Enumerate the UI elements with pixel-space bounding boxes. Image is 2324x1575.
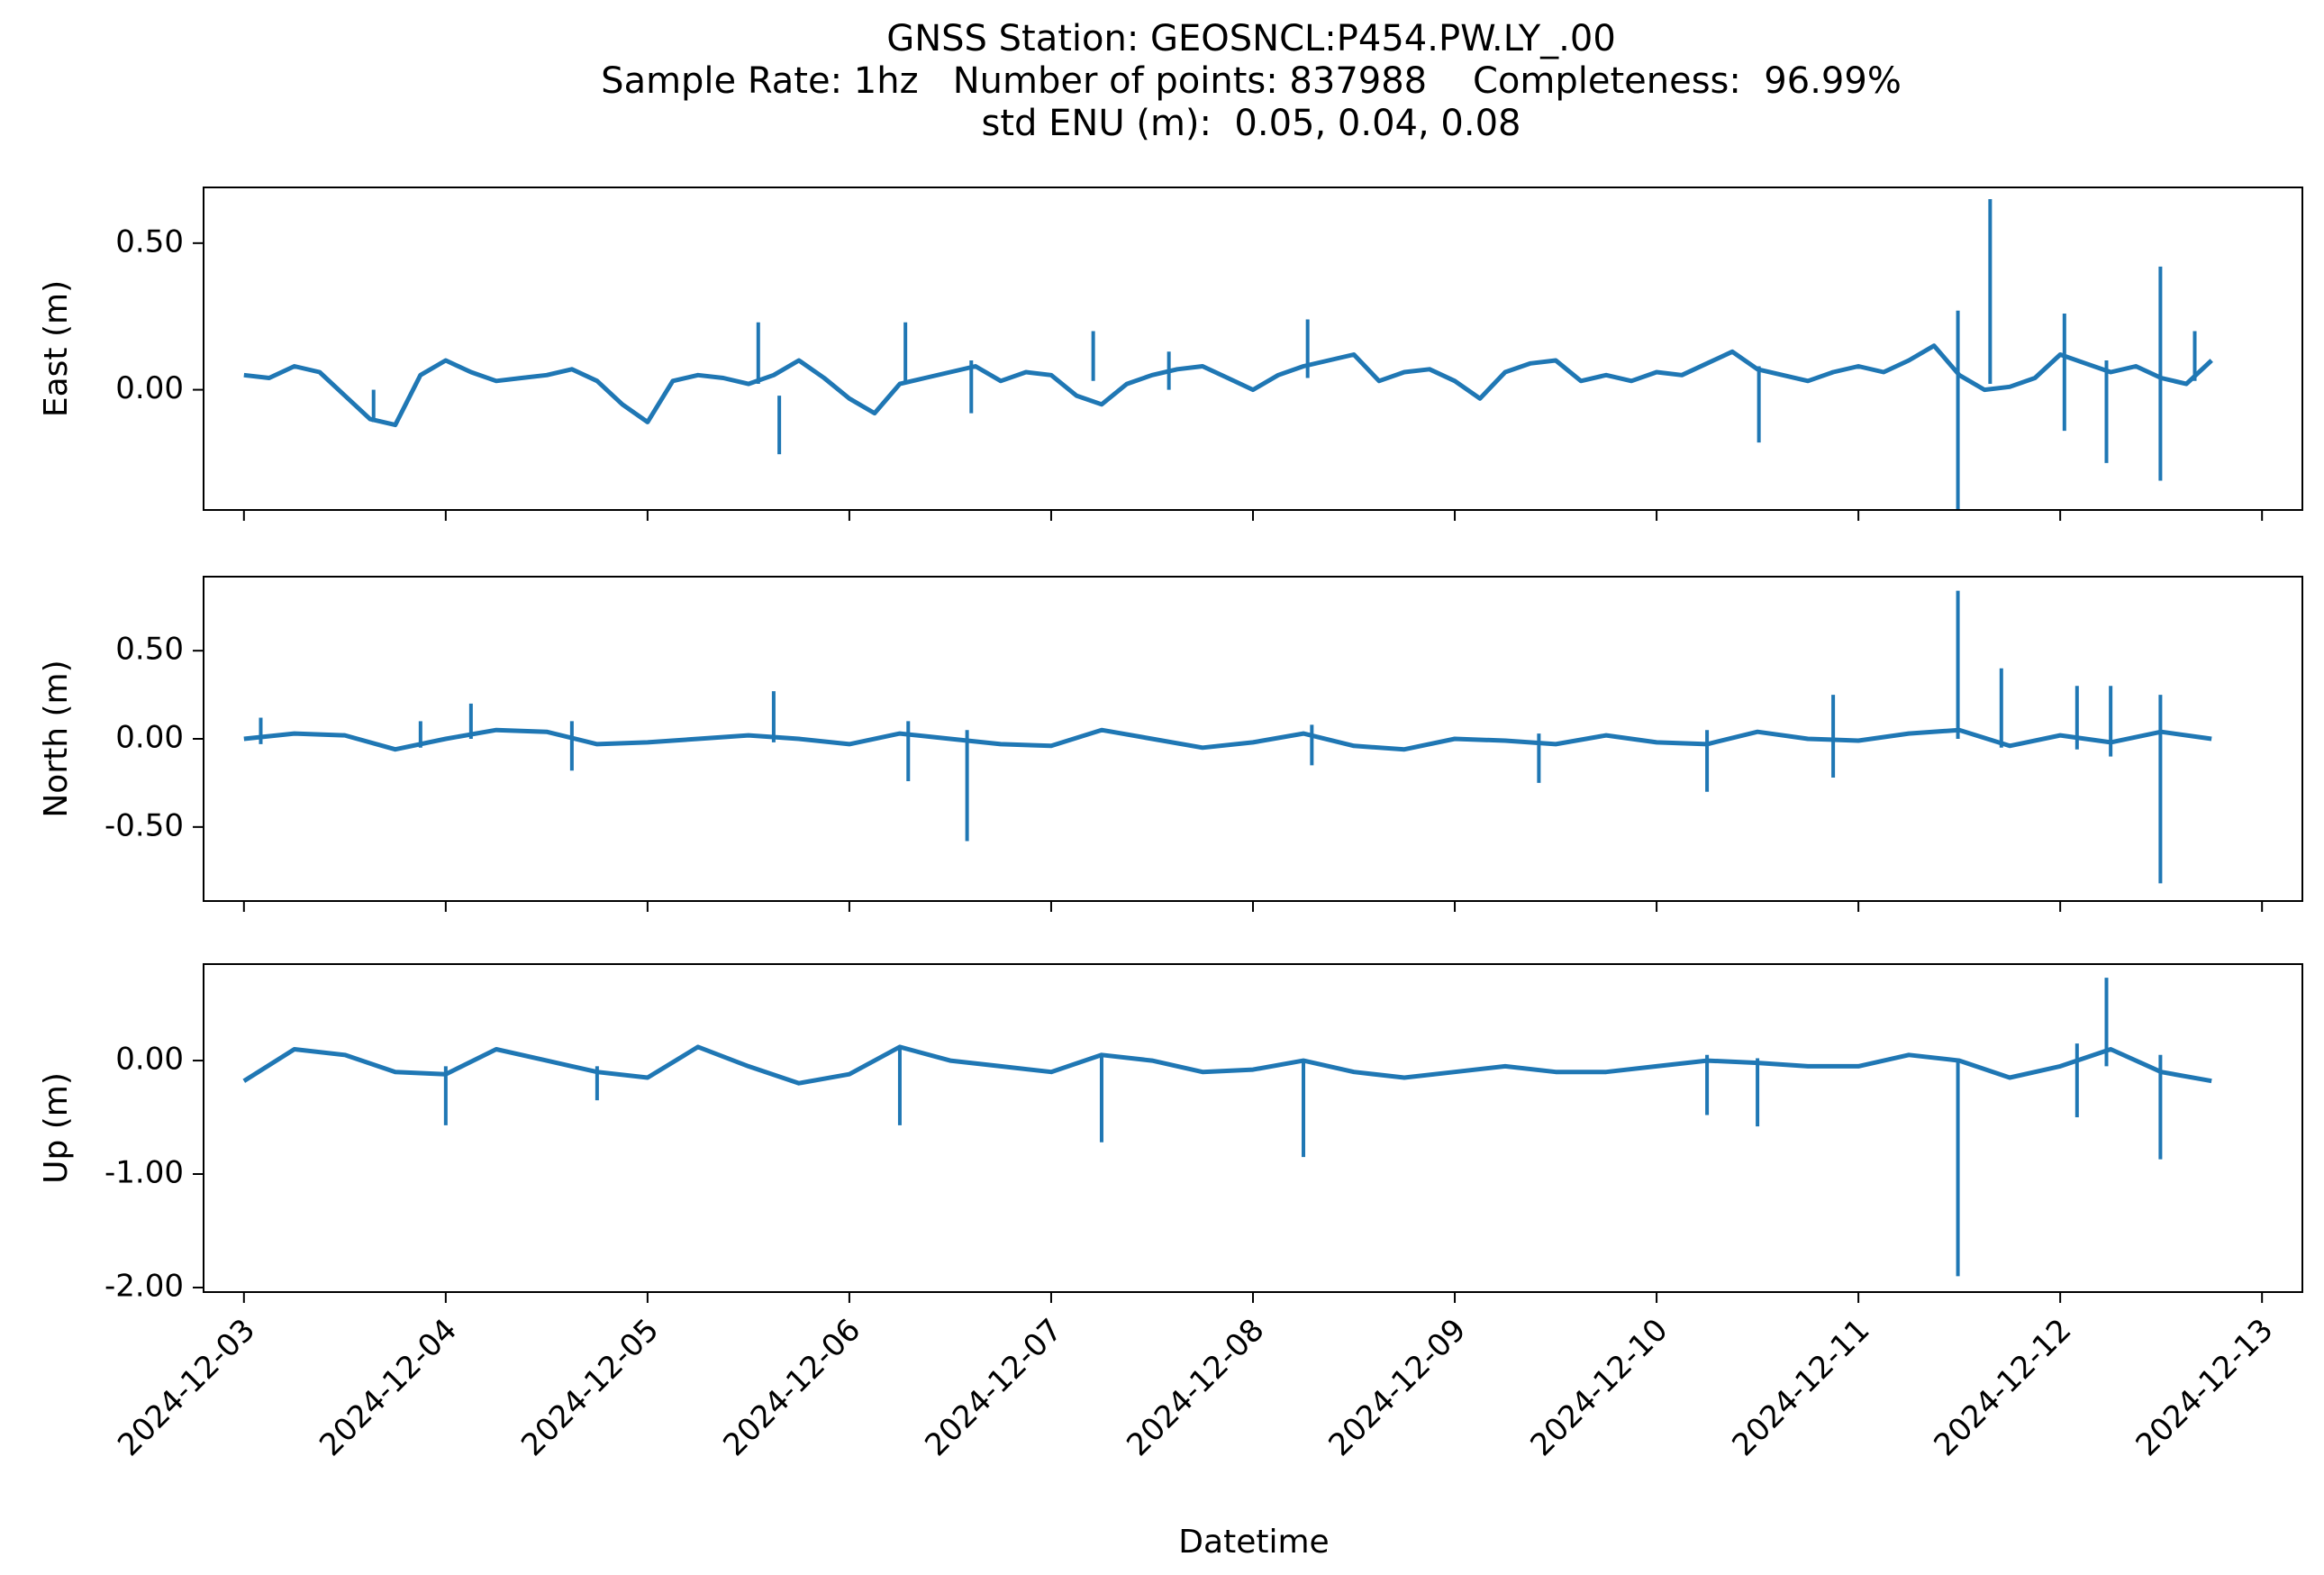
up-y-axis-label: Up (m) (38, 1072, 75, 1184)
east-ytick-label-0: 0.50 (115, 223, 184, 259)
up-xtick-label-6: 2024-12-09 (1321, 1312, 1473, 1463)
north-y-axis-label: North (m) (38, 660, 75, 817)
east-y-axis-label: East (m) (38, 280, 75, 417)
up-xtick-label-10: 2024-12-13 (2129, 1312, 2281, 1463)
figure-title-line-3: std ENU (m): 0.05, 0.04, 0.08 (981, 103, 1521, 144)
up-ytick-label-1: -1.00 (104, 1155, 184, 1191)
up-xtick-label-0: 2024-12-03 (111, 1312, 262, 1463)
up-xtick-label-5: 2024-12-08 (1120, 1312, 1271, 1463)
up-xtick-label-8: 2024-12-11 (1725, 1312, 1876, 1463)
up-xtick-label-3: 2024-12-06 (716, 1312, 867, 1463)
up-series-line (242, 1044, 2212, 1086)
up-ytick-label-0: 0.00 (115, 1042, 184, 1078)
up-xtick-label-7: 2024-12-10 (1523, 1312, 1675, 1463)
up-xtick-label-2: 2024-12-05 (514, 1312, 666, 1463)
x-axis-label: Datetime (1178, 1524, 1329, 1561)
figure-title-line-2: Sample Rate: 1hz Number of points: 83798… (601, 60, 1902, 102)
east-series-line (243, 343, 2213, 428)
up-xtick-label-1: 2024-12-04 (313, 1312, 464, 1463)
north-ytick-label-0: 0.50 (115, 632, 184, 668)
east-ytick-label-1: 0.00 (115, 370, 184, 406)
up-xtick-label-4: 2024-12-07 (918, 1312, 1069, 1463)
up-xtick-label-9: 2024-12-12 (1928, 1312, 2079, 1463)
east-axes-frame (203, 187, 2303, 511)
east-panel: 0.50 0.00 East (m) (38, 187, 2303, 521)
up-panel: 0.00 -1.00 -2.00 2024-12-03 2024-12-04 2024-1… (38, 963, 2303, 1463)
north-ytick-label-1: 0.00 (115, 720, 184, 756)
north-panel: 0.50 0.00 -0.50 North (m) (38, 576, 2303, 912)
figure-title-line-1: GNSS Station: GEOSNCL:P454.PW.LY_.00 (886, 18, 1616, 59)
north-ytick-label-2: -0.50 (104, 807, 184, 843)
up-ytick-label-2: -2.00 (104, 1268, 184, 1304)
north-series-line (243, 727, 2212, 752)
up-axes-frame (203, 963, 2303, 1293)
